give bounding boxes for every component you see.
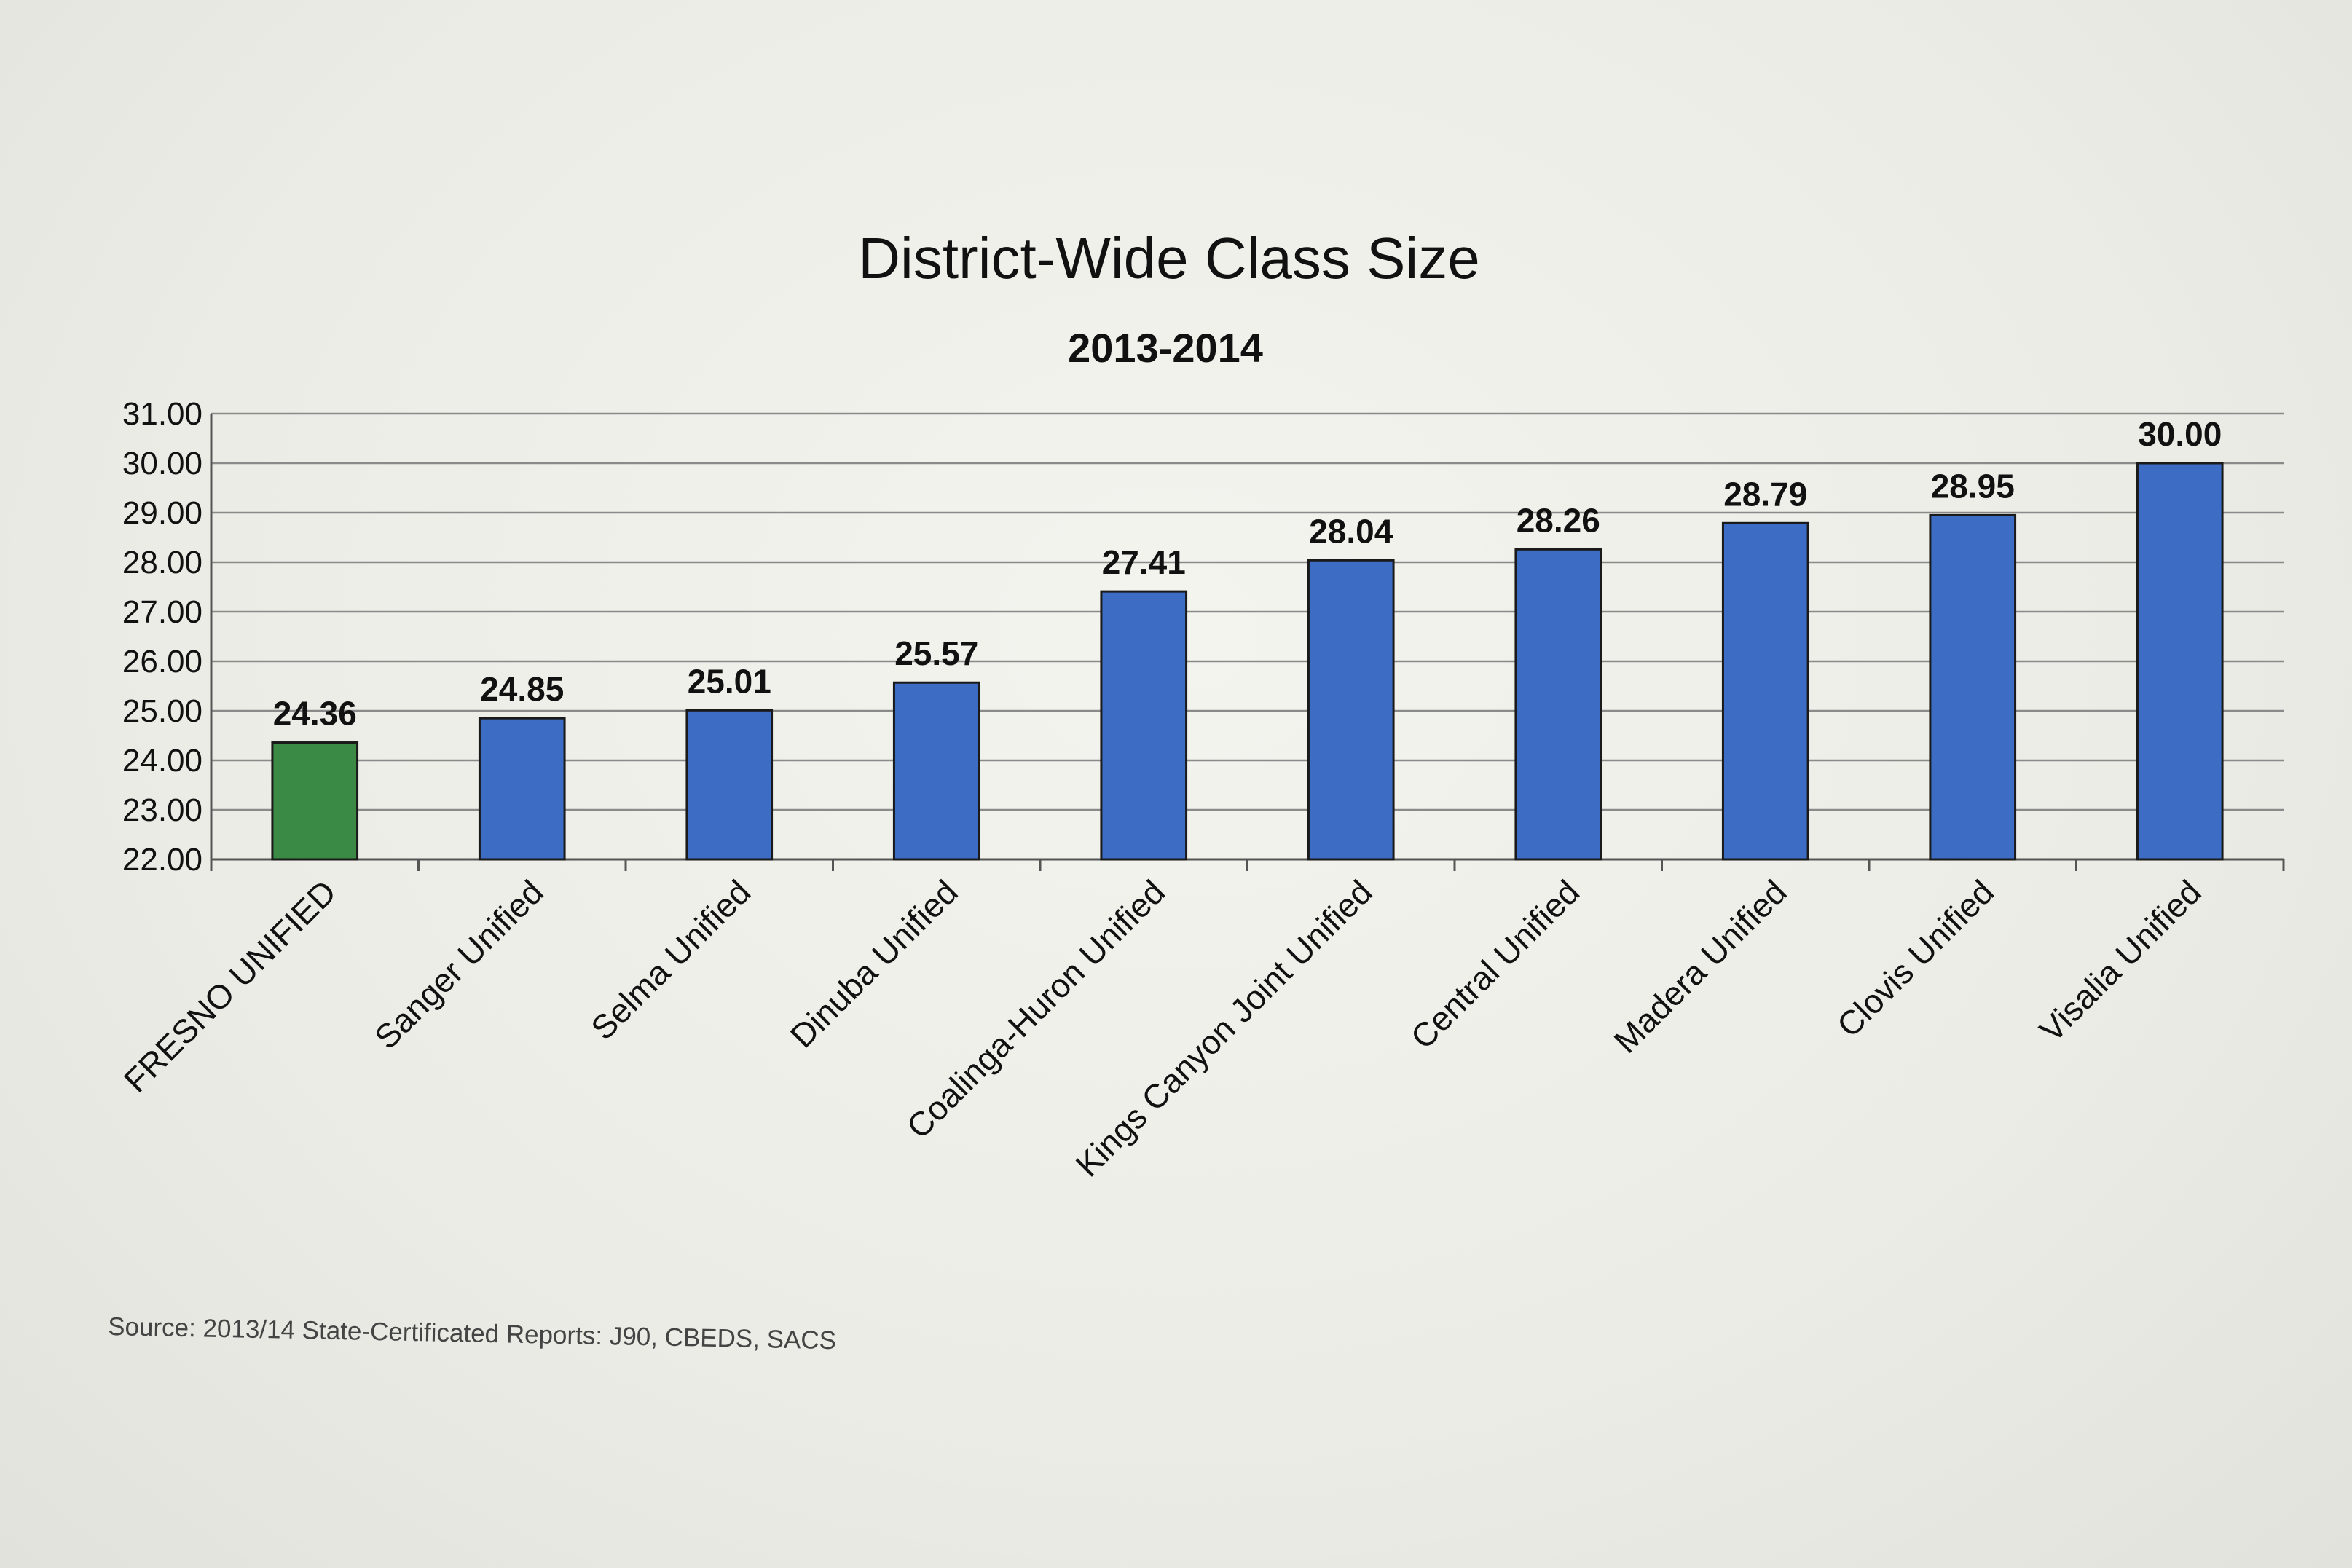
bar	[478, 717, 566, 861]
y-tick-label: 27.00	[122, 594, 202, 630]
data-label: 30.00	[2138, 415, 2222, 453]
category-label: Central Unified	[1403, 872, 1586, 1056]
y-tick-label: 23.00	[122, 792, 202, 828]
bar	[2136, 462, 2224, 861]
data-label: 25.57	[894, 634, 978, 672]
data-label: 24.85	[480, 670, 564, 708]
category-label: Dinuba Unified	[783, 872, 965, 1055]
bar	[1929, 513, 2017, 861]
data-label: 25.01	[688, 662, 771, 700]
y-tick-label: 26.00	[122, 644, 202, 679]
y-axis-ticks: 22.00 23.00 24.00 25.00 26.00 27.00 28.00 29.00…	[122, 396, 202, 878]
category-label: FRESNO UNIFIED	[117, 872, 343, 1099]
chart-title: District-Wide Class Size	[858, 226, 1479, 291]
y-tick-label: 24.00	[122, 743, 202, 779]
bar	[892, 681, 980, 861]
bar	[1721, 521, 1809, 861]
y-tick-label: 28.00	[122, 545, 202, 580]
data-labels: 24.36 24.85 25.01 25.57 27.41 28.04 28.26 28.79…	[273, 415, 2222, 733]
bars	[271, 462, 2224, 861]
y-tick-label: 31.00	[122, 396, 202, 432]
bar	[1514, 548, 1602, 861]
y-tick-label: 25.00	[122, 693, 202, 729]
data-label: 24.36	[273, 695, 357, 733]
chart-subtitle: 2013-2014	[1068, 325, 1263, 371]
data-label: 28.04	[1309, 512, 1393, 550]
data-label: 28.79	[1723, 475, 1807, 513]
data-label: 27.41	[1102, 543, 1186, 581]
category-label: Clovis Unified	[1830, 872, 2002, 1044]
y-tick-label: 29.00	[122, 495, 202, 531]
category-labels: FRESNO UNIFIED Sanger Unified Selma Unifie…	[117, 872, 2209, 1183]
data-label: 28.26	[1517, 501, 1600, 539]
category-label: Selma Unified	[583, 872, 758, 1047]
bar	[685, 709, 774, 861]
data-label: 28.95	[1931, 467, 2015, 505]
bar	[271, 741, 359, 861]
y-tick-label: 30.00	[122, 446, 202, 481]
category-label: Madera Unified	[1606, 872, 1793, 1060]
bar	[1100, 590, 1188, 861]
source-note: Source: 2013/14 State-Certificated Repor…	[108, 1312, 837, 1355]
bar	[1307, 559, 1395, 861]
category-label: Sanger Unified	[367, 872, 551, 1056]
category-label: Visalia Unified	[2032, 872, 2209, 1049]
y-tick-label: 22.00	[122, 842, 202, 878]
